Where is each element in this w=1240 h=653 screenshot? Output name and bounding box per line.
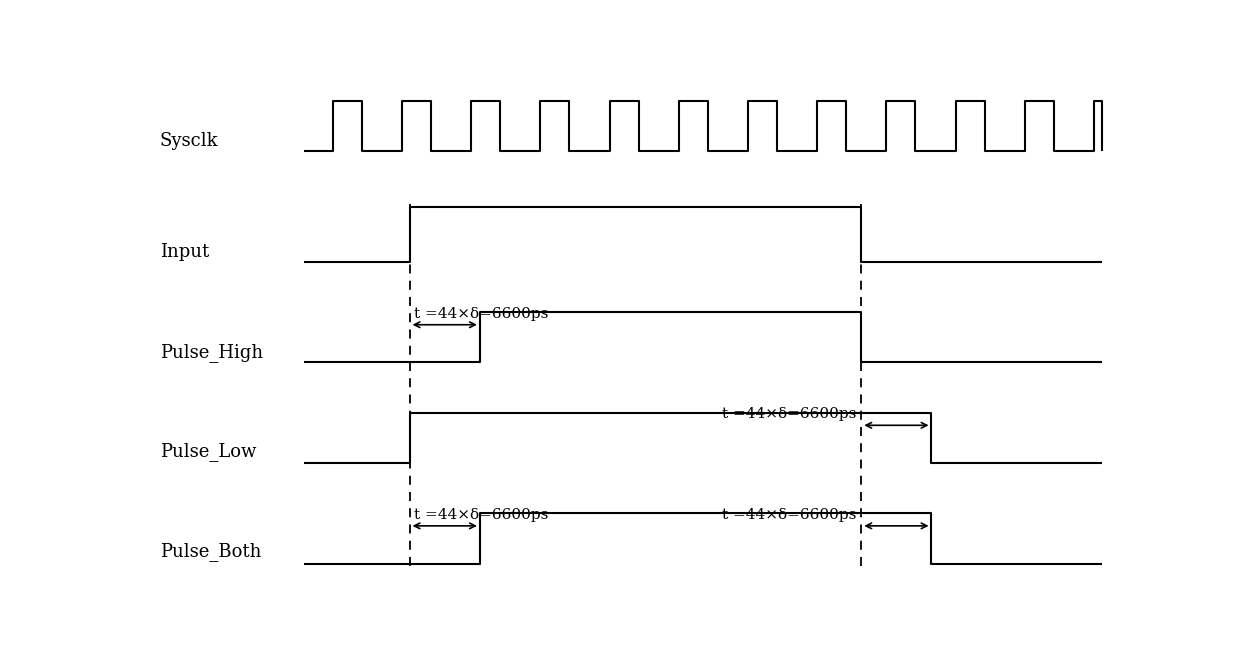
Text: t =44×δ=6600ps: t =44×δ=6600ps	[414, 508, 549, 522]
Text: Pulse_Both: Pulse_Both	[160, 543, 262, 562]
Text: t =44×δ=6600ps: t =44×δ=6600ps	[722, 407, 857, 421]
Text: Sysclk: Sysclk	[160, 132, 218, 150]
Text: Pulse_Low: Pulse_Low	[160, 442, 257, 461]
Text: Input: Input	[160, 243, 210, 261]
Text: t =44×δ=6600ps: t =44×δ=6600ps	[722, 508, 857, 522]
Text: t =44×δ=6600ps: t =44×δ=6600ps	[414, 307, 549, 321]
Text: Pulse_High: Pulse_High	[160, 343, 263, 362]
